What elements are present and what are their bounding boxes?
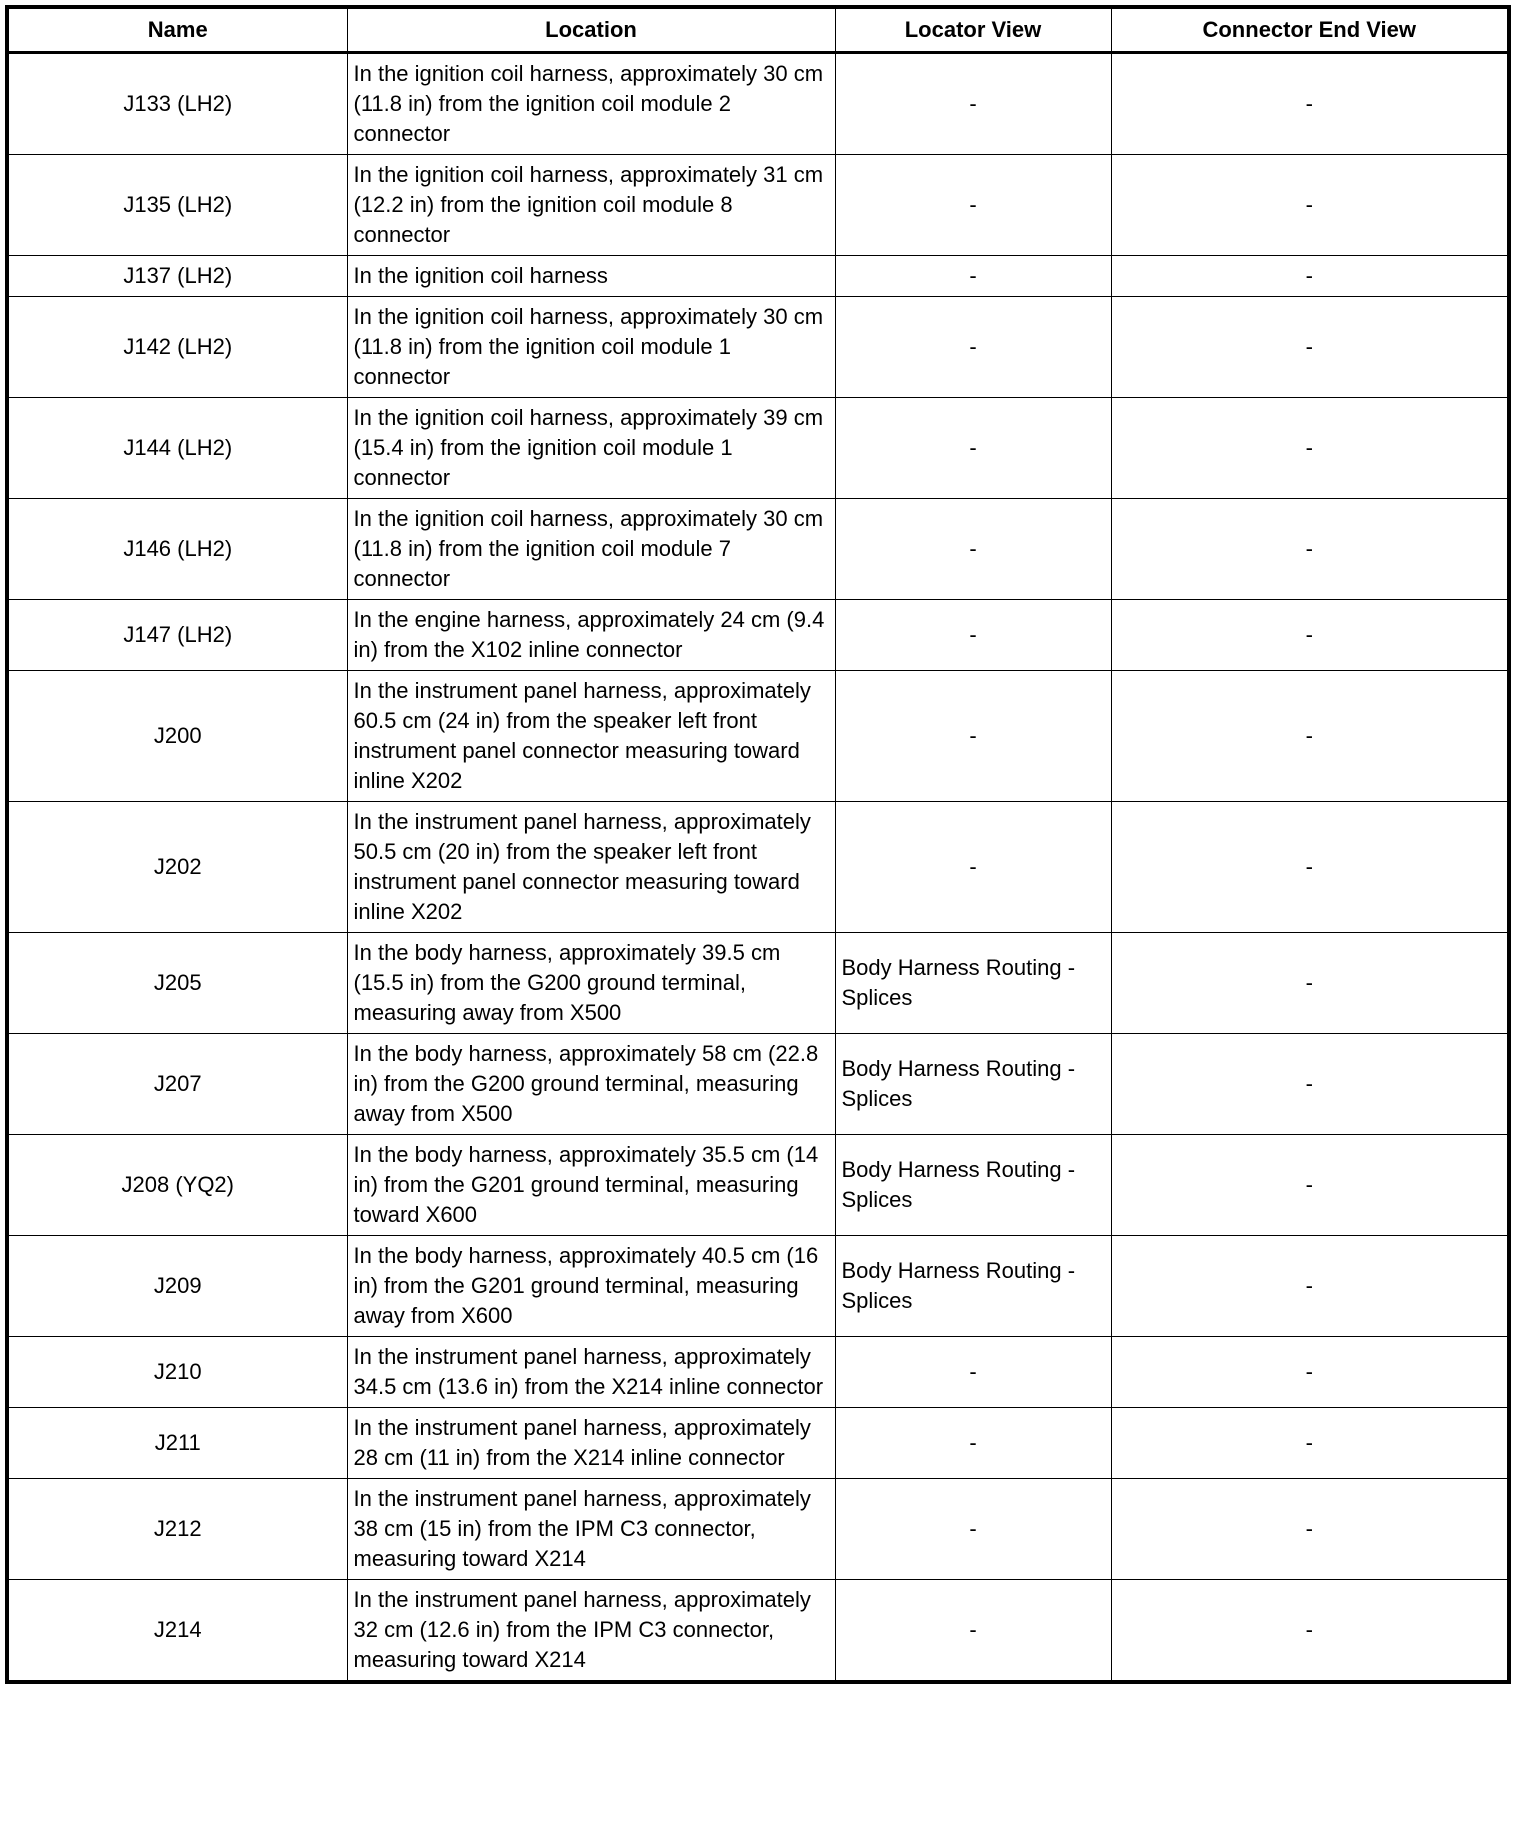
cell-name: J202 [6, 801, 348, 933]
header-connector-end-view: Connector End View [1110, 6, 1510, 54]
table-row: J211 In the instrument panel harness, app… [6, 1407, 1510, 1479]
table-row: J205 In the body harness, approximately 3… [6, 932, 1510, 1034]
table-row: J147 (LH2) In the engine harness, approxi… [6, 599, 1510, 671]
header-name: Name [6, 6, 348, 54]
cell-name: J207 [6, 1033, 348, 1135]
cell-location: In the body harness, approximately 40.5 … [346, 1235, 836, 1337]
cell-connector-end-view: - [1110, 1336, 1510, 1408]
cell-connector-end-view: - [1110, 801, 1510, 933]
table-row: J212 In the instrument panel harness, app… [6, 1478, 1510, 1580]
cell-name: J135 (LH2) [6, 154, 348, 256]
cell-connector-end-view: - [1110, 255, 1510, 297]
cell-locator-view: - [834, 397, 1112, 499]
cell-connector-end-view: - [1110, 154, 1510, 256]
cell-location: In the body harness, approximately 35.5 … [346, 1134, 836, 1236]
cell-name: J209 [6, 1235, 348, 1337]
cell-name: J214 [6, 1579, 348, 1683]
table-row: J144 (LH2) In the ignition coil harness, … [6, 397, 1510, 499]
header-row: Name Location Locator View Connector End… [6, 6, 1510, 54]
cell-connector-end-view: - [1110, 1579, 1510, 1683]
cell-connector-end-view: - [1110, 296, 1510, 398]
header-locator-view: Locator View [834, 6, 1112, 54]
cell-name: J133 (LH2) [6, 52, 348, 155]
cell-name: J142 (LH2) [6, 296, 348, 398]
cell-location: In the ignition coil harness, approximat… [346, 154, 836, 256]
cell-location: In the ignition coil harness, approximat… [346, 397, 836, 499]
cell-name: J146 (LH2) [6, 498, 348, 600]
cell-location: In the ignition coil harness, approximat… [346, 296, 836, 398]
cell-connector-end-view: - [1110, 932, 1510, 1034]
cell-connector-end-view: - [1110, 1134, 1510, 1236]
cell-connector-end-view: - [1110, 599, 1510, 671]
cell-connector-end-view: - [1110, 1033, 1510, 1135]
table-row: J210 In the instrument panel harness, app… [6, 1336, 1510, 1408]
cell-name: J200 [6, 670, 348, 802]
table-row: J133 (LH2) In the ignition coil harness, … [6, 52, 1510, 155]
cell-connector-end-view: - [1110, 498, 1510, 600]
table-row: J146 (LH2) In the ignition coil harness, … [6, 498, 1510, 600]
cell-locator-view: - [834, 296, 1112, 398]
cell-name: J212 [6, 1478, 348, 1580]
cell-locator-view: Body Harness Routing - Splices [834, 1033, 1112, 1135]
splice-table: Name Location Locator View Connector End… [5, 5, 1511, 1684]
cell-locator-view: Body Harness Routing - Splices [834, 1235, 1112, 1337]
cell-location: In the instrument panel harness, approxi… [346, 1336, 836, 1408]
cell-location: In the ignition coil harness, approximat… [346, 52, 836, 155]
cell-location: In the instrument panel harness, approxi… [346, 670, 836, 802]
cell-connector-end-view: - [1110, 397, 1510, 499]
cell-location: In the body harness, approximately 58 cm… [346, 1033, 836, 1135]
cell-name: J205 [6, 932, 348, 1034]
table-row: J214 In the instrument panel harness, app… [6, 1579, 1510, 1683]
cell-locator-view: - [834, 498, 1112, 600]
cell-connector-end-view: - [1110, 1407, 1510, 1479]
cell-connector-end-view: - [1110, 1235, 1510, 1337]
cell-locator-view: - [834, 801, 1112, 933]
cell-locator-view: - [834, 1407, 1112, 1479]
table-row: J207 In the body harness, approximately 5… [6, 1033, 1510, 1135]
cell-locator-view: - [834, 1478, 1112, 1580]
cell-name: J208 (YQ2) [6, 1134, 348, 1236]
cell-connector-end-view: - [1110, 670, 1510, 802]
table-row: J137 (LH2) In the ignition coil harness - - [6, 255, 1510, 297]
cell-location: In the body harness, approximately 39.5 … [346, 932, 836, 1034]
table-row: J202 In the instrument panel harness, app… [6, 801, 1510, 933]
cell-name: J137 (LH2) [6, 255, 348, 297]
cell-location: In the ignition coil harness, approximat… [346, 498, 836, 600]
cell-locator-view: - [834, 154, 1112, 256]
cell-locator-view: Body Harness Routing - Splices [834, 932, 1112, 1034]
cell-name: J144 (LH2) [6, 397, 348, 499]
table-row: J142 (LH2) In the ignition coil harness, … [6, 296, 1510, 398]
header-location: Location [346, 6, 836, 54]
table-row: J208 (YQ2) In the body harness, approxima… [6, 1134, 1510, 1236]
cell-location: In the ignition coil harness [346, 255, 836, 297]
table-row: J135 (LH2) In the ignition coil harness, … [6, 154, 1510, 256]
cell-locator-view: - [834, 599, 1112, 671]
cell-locator-view: - [834, 670, 1112, 802]
cell-locator-view: - [834, 255, 1112, 297]
cell-name: J210 [6, 1336, 348, 1408]
cell-locator-view: Body Harness Routing - Splices [834, 1134, 1112, 1236]
cell-connector-end-view: - [1110, 52, 1510, 155]
cell-locator-view: - [834, 52, 1112, 155]
cell-location: In the instrument panel harness, approxi… [346, 1478, 836, 1580]
table-row: J209 In the body harness, approximately 4… [6, 1235, 1510, 1337]
cell-location: In the engine harness, approximately 24 … [346, 599, 836, 671]
cell-location: In the instrument panel harness, approxi… [346, 1407, 836, 1479]
cell-connector-end-view: - [1110, 1478, 1510, 1580]
table-row: J200 In the instrument panel harness, app… [6, 670, 1510, 802]
cell-location: In the instrument panel harness, approxi… [346, 801, 836, 933]
cell-location: In the instrument panel harness, approxi… [346, 1579, 836, 1683]
cell-locator-view: - [834, 1336, 1112, 1408]
cell-name: J147 (LH2) [6, 599, 348, 671]
cell-locator-view: - [834, 1579, 1112, 1683]
cell-name: J211 [6, 1407, 348, 1479]
